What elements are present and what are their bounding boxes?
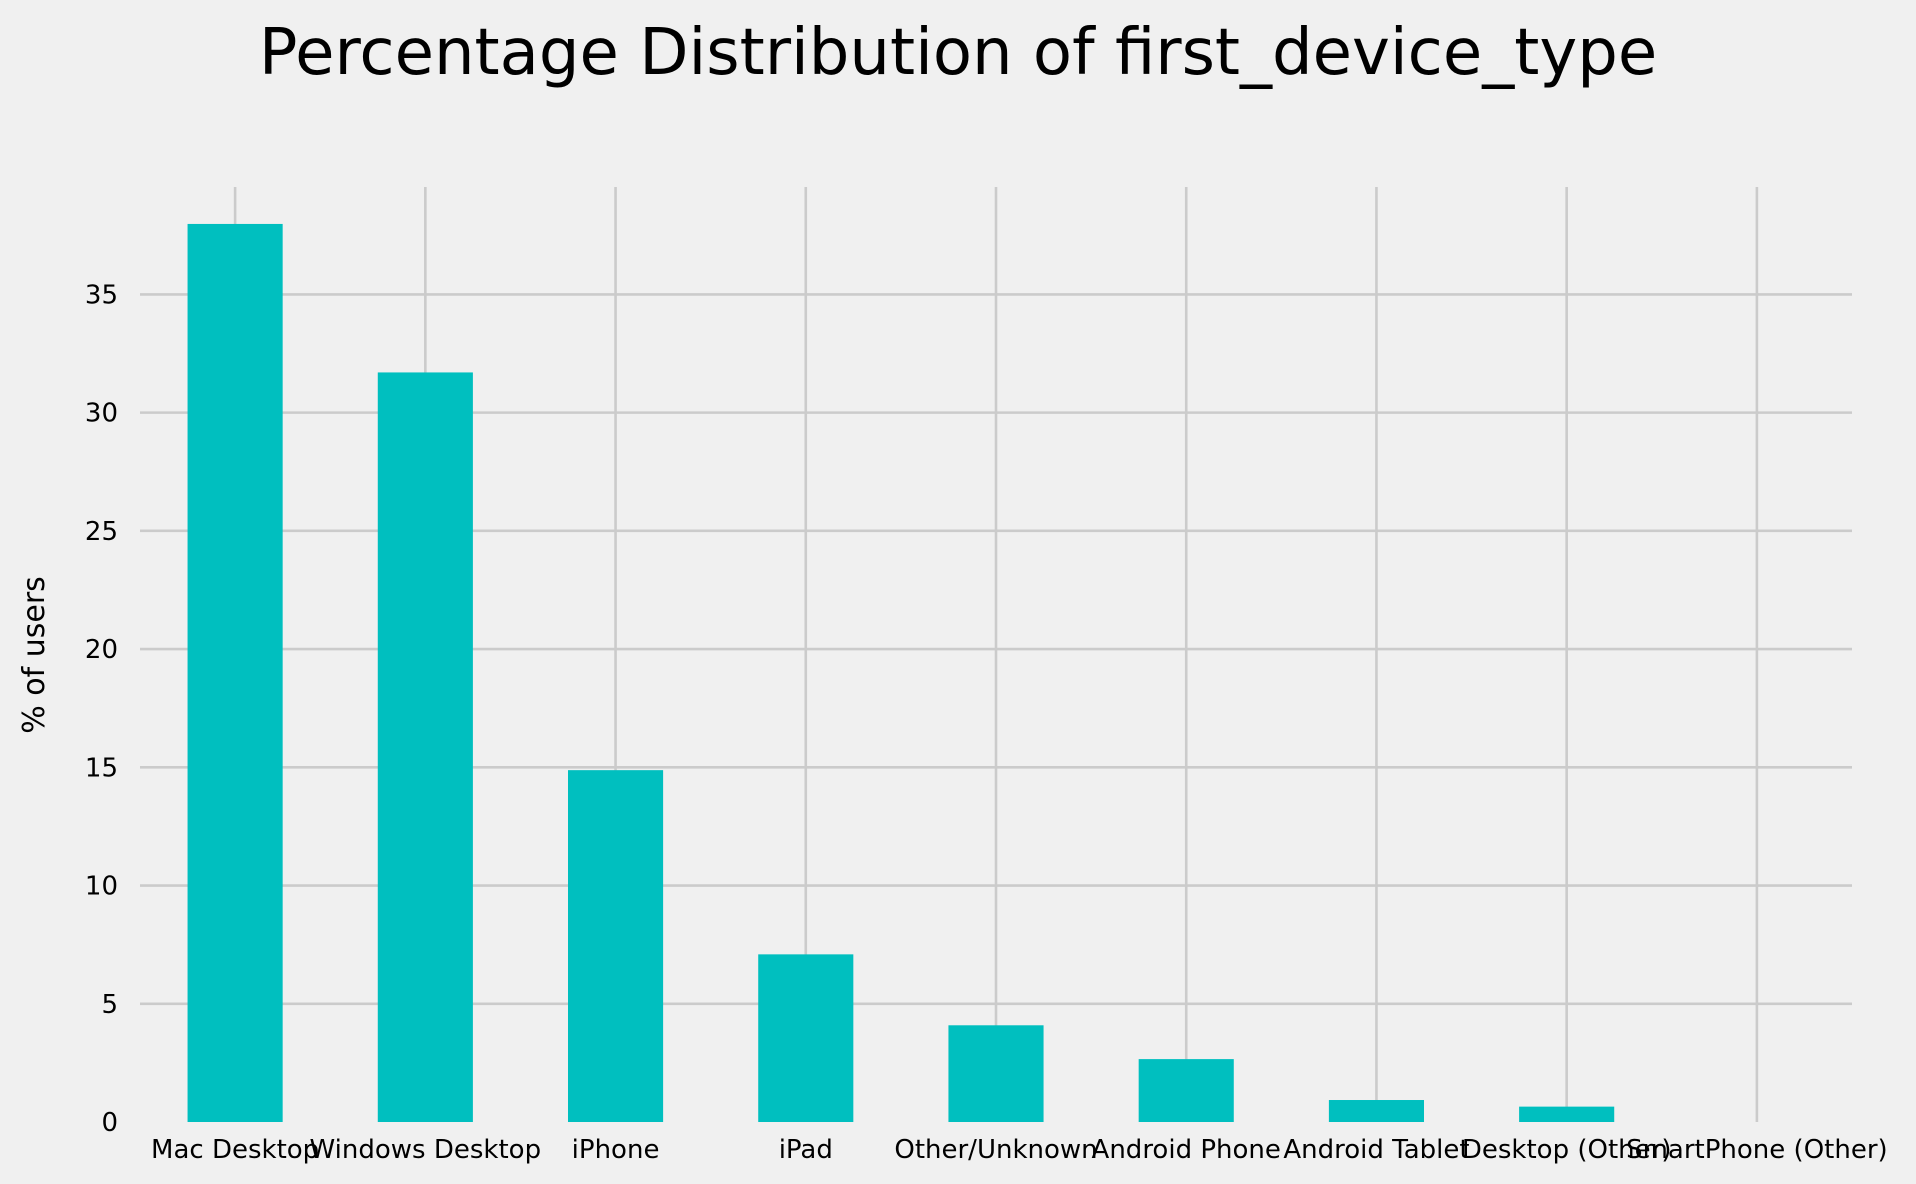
x-tick-label: Desktop (Other) — [1462, 1135, 1672, 1165]
x-tick-label: iPhone — [572, 1135, 660, 1165]
y-tick-label: 15 — [85, 753, 118, 783]
x-tick-label: Windows Desktop — [310, 1135, 542, 1165]
x-tick-label: Android Tablet — [1283, 1135, 1469, 1165]
bar — [1138, 1059, 1234, 1122]
chart-title: Percentage Distribution of first_device_… — [259, 16, 1657, 90]
x-tick-label: Other/Unknown — [894, 1135, 1097, 1165]
bar — [1328, 1100, 1424, 1122]
bar — [187, 223, 283, 1122]
y-tick-label: 5 — [101, 990, 118, 1020]
x-tick-label: iPad — [779, 1135, 833, 1165]
y-tick-labels: 0 5 10 15 20 25 30 35 — [85, 280, 118, 1138]
bar — [948, 1025, 1044, 1122]
y-tick-label: 20 — [85, 635, 118, 665]
y-tick-label: 25 — [85, 517, 118, 547]
bar — [758, 954, 854, 1122]
y-tick-label: 35 — [85, 280, 118, 310]
x-tick-label: Mac Desktop — [151, 1135, 319, 1165]
x-tick-label: Android Phone — [1092, 1135, 1281, 1165]
y-axis-label: % of users — [17, 576, 52, 734]
bar — [377, 372, 473, 1123]
y-tick-label: 30 — [85, 399, 118, 429]
bar — [568, 770, 664, 1122]
bars — [187, 223, 1615, 1123]
y-tick-label: 10 — [85, 872, 118, 902]
y-tick-label: 0 — [101, 1108, 118, 1138]
x-tick-label: SmartPhone (Other) — [1626, 1135, 1888, 1165]
bar — [1519, 1106, 1615, 1122]
